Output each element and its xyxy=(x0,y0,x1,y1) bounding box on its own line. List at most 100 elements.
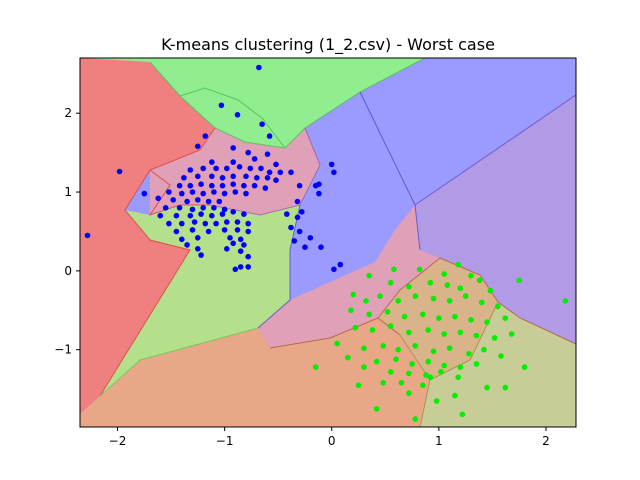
data-point xyxy=(446,298,453,304)
data-point xyxy=(420,382,426,389)
data-point xyxy=(352,324,359,331)
data-point xyxy=(438,369,444,375)
edge-purple-top xyxy=(414,94,577,206)
data-point xyxy=(205,198,212,205)
data-point xyxy=(116,168,123,175)
data-point xyxy=(213,220,219,227)
data-point xyxy=(361,364,367,370)
data-point xyxy=(262,185,269,191)
data-point xyxy=(366,311,373,318)
region-salmon xyxy=(80,318,430,427)
data-point xyxy=(406,390,412,396)
plot-area xyxy=(80,57,577,428)
data-point xyxy=(409,361,415,367)
data-point xyxy=(187,212,194,219)
y-tick-label: 1 xyxy=(64,185,72,199)
x-tick-label: 0 xyxy=(328,434,336,448)
data-point xyxy=(219,175,226,181)
data-point xyxy=(187,182,194,189)
data-point xyxy=(481,346,487,353)
edge-green-inner xyxy=(179,87,286,149)
data-point xyxy=(384,309,391,315)
data-point xyxy=(237,264,244,270)
data-point xyxy=(457,329,464,336)
data-point xyxy=(241,182,247,189)
data-point xyxy=(425,358,432,365)
data-point xyxy=(441,331,448,337)
data-point xyxy=(377,293,383,299)
data-point xyxy=(245,253,251,260)
data-point xyxy=(230,209,236,215)
data-point xyxy=(209,182,215,189)
data-point xyxy=(245,149,251,156)
data-point xyxy=(316,181,322,187)
data-point xyxy=(195,143,201,150)
data-point xyxy=(157,212,164,219)
region-lightgreen xyxy=(100,205,300,396)
data-point xyxy=(436,315,442,322)
edge-green xyxy=(149,57,426,149)
edge-red-inner xyxy=(148,169,210,216)
data-point xyxy=(337,261,344,268)
data-point xyxy=(345,354,351,361)
data-point xyxy=(241,242,247,248)
data-point xyxy=(189,189,196,195)
data-point xyxy=(291,238,298,244)
data-point xyxy=(502,384,509,391)
data-point xyxy=(184,242,190,248)
data-point xyxy=(420,311,426,318)
data-point xyxy=(202,220,209,227)
data-point xyxy=(369,327,376,333)
data-point xyxy=(230,159,236,165)
data-point xyxy=(455,374,462,381)
data-point xyxy=(191,219,198,225)
region-pink-middle xyxy=(258,205,440,348)
data-point xyxy=(444,282,451,288)
data-point xyxy=(181,175,187,181)
data-point xyxy=(245,228,251,235)
x-axis-ticks: −2 −1 0 1 2 xyxy=(109,427,550,448)
data-point xyxy=(247,165,254,172)
data-point xyxy=(176,205,183,211)
data-point xyxy=(395,346,402,353)
data-point xyxy=(245,264,251,270)
data-point xyxy=(288,224,294,231)
data-point xyxy=(218,102,225,109)
data-point xyxy=(216,198,223,205)
data-point xyxy=(412,416,419,422)
data-point xyxy=(187,167,194,173)
data-point xyxy=(173,228,180,235)
data-point xyxy=(452,313,458,320)
data-point xyxy=(457,364,464,370)
data-point xyxy=(227,235,233,241)
data-point xyxy=(361,345,367,352)
data-point xyxy=(380,380,387,386)
data-point xyxy=(232,189,239,195)
data-point xyxy=(189,227,196,233)
data-point xyxy=(331,169,337,176)
region-red xyxy=(80,58,215,414)
data-point xyxy=(508,331,515,337)
x-tick-label: 1 xyxy=(435,434,443,448)
data-point xyxy=(427,279,434,286)
region-green xyxy=(80,58,425,148)
data-point xyxy=(234,112,241,118)
data-point xyxy=(230,181,236,187)
edge-olive xyxy=(399,301,499,381)
data-point xyxy=(391,266,397,273)
y-tick-label: 2 xyxy=(64,106,72,120)
data-point xyxy=(423,372,429,378)
data-point xyxy=(562,298,569,304)
data-point xyxy=(202,133,209,139)
data-point xyxy=(334,340,340,347)
data-point xyxy=(162,205,169,211)
data-point xyxy=(200,165,206,172)
data-point xyxy=(401,313,408,320)
data-point xyxy=(516,277,522,284)
data-point xyxy=(366,272,373,279)
data-point xyxy=(296,228,303,235)
data-point xyxy=(209,159,215,165)
data-point xyxy=(502,315,509,322)
data-point xyxy=(243,173,249,180)
data-points xyxy=(84,64,569,422)
